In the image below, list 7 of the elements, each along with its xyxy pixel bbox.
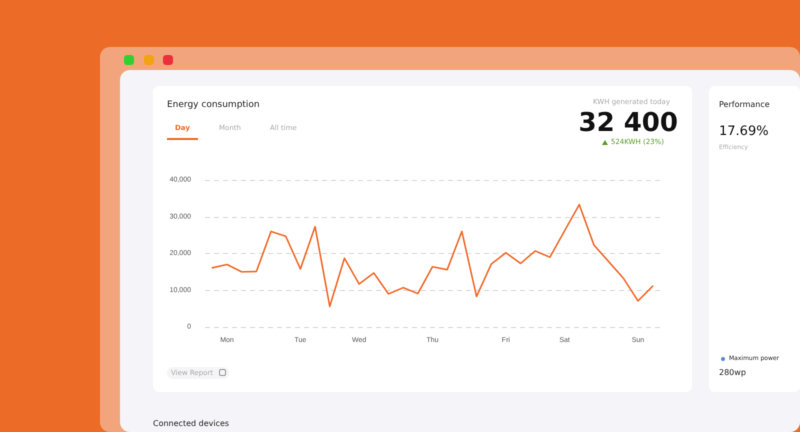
text: 17.69% <box>719 124 769 139</box>
text: Connected devices <box>153 419 230 428</box>
chart-title: Energy consumption <box>167 100 260 110</box>
text: 280wp <box>719 368 746 377</box>
line-series <box>212 204 654 308</box>
text: Performance <box>719 100 770 109</box>
text: 32 400 <box>578 108 678 138</box>
